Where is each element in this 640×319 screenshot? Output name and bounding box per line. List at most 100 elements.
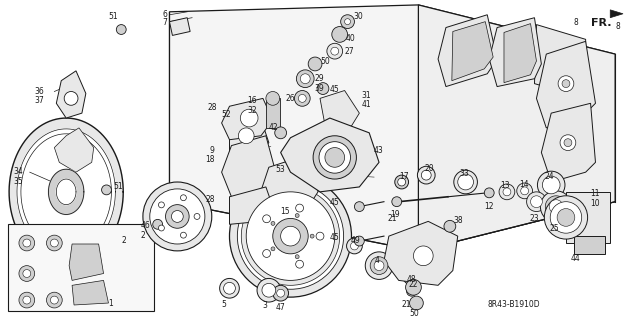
Text: 5: 5 bbox=[221, 300, 226, 309]
Text: 12: 12 bbox=[484, 202, 494, 211]
Text: 25: 25 bbox=[549, 224, 559, 233]
Circle shape bbox=[241, 187, 340, 285]
Circle shape bbox=[166, 205, 189, 228]
Circle shape bbox=[347, 238, 362, 254]
Circle shape bbox=[257, 278, 281, 302]
Text: 33: 33 bbox=[460, 169, 470, 178]
Text: 52: 52 bbox=[221, 110, 231, 119]
Text: 32: 32 bbox=[248, 106, 257, 115]
Polygon shape bbox=[610, 10, 623, 18]
Circle shape bbox=[444, 220, 456, 232]
Text: 6: 6 bbox=[162, 10, 167, 19]
Text: 2: 2 bbox=[141, 231, 146, 240]
Circle shape bbox=[454, 170, 477, 194]
Circle shape bbox=[310, 234, 314, 238]
Circle shape bbox=[344, 19, 351, 25]
Text: 4: 4 bbox=[374, 256, 380, 265]
Text: 29: 29 bbox=[314, 74, 324, 83]
Text: 3: 3 bbox=[262, 301, 268, 310]
Circle shape bbox=[296, 70, 314, 87]
Circle shape bbox=[102, 185, 111, 195]
Polygon shape bbox=[49, 169, 84, 214]
Polygon shape bbox=[170, 5, 615, 251]
Text: 23: 23 bbox=[530, 214, 540, 224]
Text: 1: 1 bbox=[108, 299, 113, 308]
Polygon shape bbox=[69, 244, 104, 280]
Circle shape bbox=[397, 178, 406, 186]
Polygon shape bbox=[221, 136, 276, 197]
Circle shape bbox=[194, 213, 200, 219]
Circle shape bbox=[516, 183, 532, 199]
Circle shape bbox=[558, 76, 574, 92]
Circle shape bbox=[545, 196, 567, 218]
Polygon shape bbox=[54, 128, 93, 172]
Circle shape bbox=[237, 183, 344, 289]
Text: 31: 31 bbox=[362, 91, 371, 100]
Circle shape bbox=[549, 200, 563, 213]
Circle shape bbox=[246, 192, 335, 280]
Circle shape bbox=[47, 292, 62, 308]
Circle shape bbox=[180, 195, 186, 201]
Polygon shape bbox=[230, 113, 269, 155]
Text: 45: 45 bbox=[330, 198, 340, 207]
Circle shape bbox=[51, 296, 58, 304]
Text: 48: 48 bbox=[406, 276, 416, 285]
Circle shape bbox=[308, 57, 322, 71]
Circle shape bbox=[395, 175, 408, 189]
Circle shape bbox=[23, 270, 31, 278]
Polygon shape bbox=[221, 98, 273, 140]
Circle shape bbox=[317, 83, 329, 94]
Text: 50: 50 bbox=[320, 57, 330, 66]
Text: 30: 30 bbox=[353, 12, 364, 21]
Polygon shape bbox=[489, 18, 541, 86]
Text: 22: 22 bbox=[408, 280, 418, 289]
Text: 39: 39 bbox=[314, 84, 324, 93]
Polygon shape bbox=[534, 25, 586, 98]
Text: 38: 38 bbox=[454, 217, 463, 226]
Circle shape bbox=[332, 26, 348, 42]
Text: 17: 17 bbox=[399, 172, 408, 181]
Polygon shape bbox=[536, 41, 595, 128]
Circle shape bbox=[271, 247, 275, 251]
Text: 40: 40 bbox=[346, 34, 355, 43]
Text: 27: 27 bbox=[344, 47, 354, 56]
Text: 44: 44 bbox=[571, 254, 580, 263]
Circle shape bbox=[230, 175, 351, 297]
Polygon shape bbox=[320, 91, 359, 130]
Circle shape bbox=[540, 191, 572, 222]
Circle shape bbox=[238, 128, 254, 144]
Circle shape bbox=[240, 109, 258, 127]
Text: 46: 46 bbox=[141, 221, 150, 230]
Circle shape bbox=[421, 170, 431, 180]
Circle shape bbox=[499, 184, 515, 200]
Circle shape bbox=[51, 239, 58, 247]
Polygon shape bbox=[56, 179, 76, 205]
Circle shape bbox=[298, 94, 306, 102]
Circle shape bbox=[19, 235, 35, 251]
Circle shape bbox=[262, 283, 276, 297]
Circle shape bbox=[392, 197, 402, 207]
Bar bbox=[266, 98, 280, 128]
Text: 37: 37 bbox=[35, 96, 44, 105]
Text: 8: 8 bbox=[615, 22, 620, 31]
Circle shape bbox=[544, 196, 588, 239]
Text: 2: 2 bbox=[121, 236, 126, 245]
Text: FR.: FR. bbox=[591, 18, 611, 28]
Circle shape bbox=[562, 80, 570, 87]
Text: 34: 34 bbox=[13, 167, 23, 176]
Text: 50: 50 bbox=[410, 309, 419, 318]
Text: 9: 9 bbox=[210, 145, 215, 155]
Circle shape bbox=[325, 148, 344, 167]
Text: 41: 41 bbox=[362, 100, 371, 109]
Circle shape bbox=[406, 286, 417, 296]
Circle shape bbox=[560, 135, 576, 151]
Circle shape bbox=[340, 15, 355, 28]
Text: 42: 42 bbox=[269, 123, 278, 132]
Polygon shape bbox=[452, 22, 493, 81]
Circle shape bbox=[458, 174, 474, 190]
Text: 43: 43 bbox=[374, 145, 384, 155]
Bar bbox=[8, 224, 154, 311]
Circle shape bbox=[296, 260, 303, 268]
Circle shape bbox=[23, 296, 31, 304]
Polygon shape bbox=[9, 118, 124, 266]
